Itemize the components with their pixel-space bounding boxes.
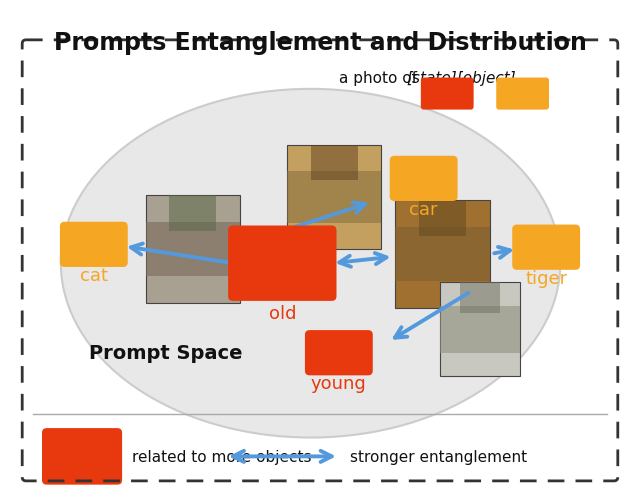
Text: car: car	[410, 201, 438, 218]
Text: young: young	[311, 375, 367, 393]
Text: related to more objects: related to more objects	[132, 449, 311, 464]
Bar	[310, 146, 358, 180]
FancyBboxPatch shape	[305, 331, 372, 376]
Bar	[396, 200, 490, 308]
FancyBboxPatch shape	[228, 226, 337, 301]
Text: tiger: tiger	[525, 270, 567, 287]
FancyBboxPatch shape	[390, 156, 458, 201]
FancyBboxPatch shape	[42, 428, 122, 484]
Text: Prompt Space: Prompt Space	[89, 344, 243, 363]
Bar	[396, 227, 490, 281]
Text: cat: cat	[80, 267, 108, 285]
Text: [state][object]: [state][object]	[406, 71, 516, 86]
FancyBboxPatch shape	[512, 225, 580, 270]
Bar	[460, 283, 500, 314]
Bar	[419, 200, 466, 236]
Text: stronger entanglement: stronger entanglement	[350, 449, 527, 464]
Bar	[440, 306, 520, 353]
Bar	[287, 146, 381, 249]
Bar	[146, 222, 240, 277]
FancyBboxPatch shape	[496, 78, 549, 110]
FancyBboxPatch shape	[60, 222, 128, 268]
Bar	[146, 195, 240, 304]
Text: old: old	[269, 304, 296, 322]
Ellipse shape	[61, 90, 560, 438]
Bar	[169, 195, 216, 231]
Text: a photo of: a photo of	[339, 71, 422, 86]
Bar	[287, 172, 381, 223]
Text: Prompts Entanglement and Distribution: Prompts Entanglement and Distribution	[54, 32, 586, 55]
Bar	[440, 283, 520, 377]
FancyBboxPatch shape	[421, 78, 474, 110]
